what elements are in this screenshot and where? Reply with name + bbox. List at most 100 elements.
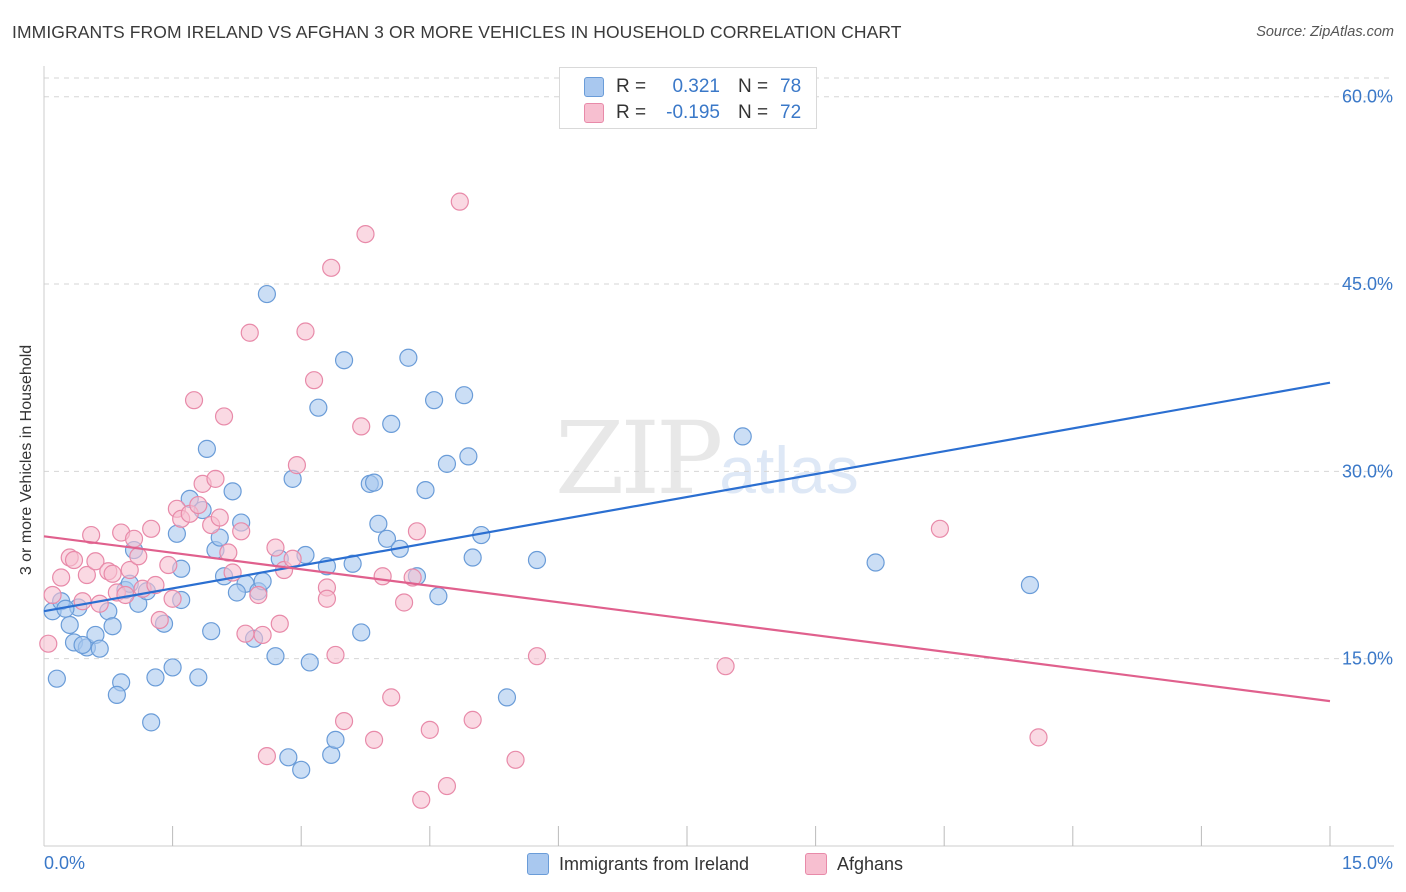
afghan-point (716, 657, 735, 676)
afghan-point (287, 456, 307, 475)
y-tick-label: 45.0% (1342, 274, 1393, 294)
ireland-point (429, 587, 448, 606)
afghan-point (43, 585, 62, 605)
r-label: R = (616, 102, 647, 123)
afghan-point (437, 776, 457, 796)
chart-title: IMMIGRANTS FROM IRELAND VS AFGHAN 3 OR M… (12, 22, 902, 42)
afghan-point (103, 564, 122, 583)
afghan-point (82, 525, 101, 545)
ireland-point (210, 528, 229, 547)
ireland-point (352, 623, 371, 642)
y-tick-label: 60.0% (1342, 87, 1393, 107)
ireland-point (326, 730, 345, 749)
legend-label-afghans: Afghans (837, 853, 904, 874)
afghan-point (90, 594, 109, 613)
afghan-point (184, 391, 204, 410)
afghan-point (420, 720, 439, 739)
legend-row-afghans: R = -0.195 N = 72 (584, 101, 801, 125)
ireland-point (1020, 575, 1040, 595)
ireland-point (146, 668, 165, 687)
ireland-point (167, 524, 186, 543)
afghan-point (240, 323, 259, 342)
ireland-point (279, 748, 298, 767)
afghan-point (150, 610, 169, 630)
afghan-point (352, 417, 371, 436)
afghan-point (189, 495, 208, 515)
ireland-point (866, 553, 885, 572)
afghan-point (86, 552, 105, 571)
trend-lines (43, 381, 1331, 703)
ireland-point (497, 688, 517, 707)
afghan-point (403, 568, 422, 587)
ireland-swatch (584, 77, 604, 97)
afghan-point (270, 614, 289, 633)
ireland-point (382, 414, 401, 434)
afghan-point (334, 712, 354, 731)
afghan-point (382, 688, 401, 707)
afghan-point (506, 750, 525, 769)
afghan-point (407, 522, 427, 541)
ireland-point (424, 391, 444, 410)
x-tick-label: 0.0% (44, 853, 85, 873)
afghan-point (120, 560, 139, 580)
ireland-point (90, 639, 109, 658)
ireland-point (47, 669, 66, 688)
ireland-point (202, 622, 221, 641)
legend-row-ireland: R = 0.321 N = 78 (584, 75, 801, 99)
afghan-point (210, 508, 229, 527)
y-tick-label: 30.0% (1342, 461, 1393, 481)
afghan-point (64, 550, 84, 570)
afghan-point (304, 371, 324, 390)
afghan-swatch (584, 103, 604, 123)
ireland-point (197, 439, 216, 458)
afghan-point (214, 407, 234, 426)
ireland-point (377, 529, 397, 548)
n-value: 78 (780, 76, 802, 97)
afghan-point (163, 589, 182, 608)
ireland-legend-swatch (527, 853, 549, 875)
ireland-point (300, 653, 319, 672)
ireland-point (107, 685, 126, 704)
ireland-point (364, 473, 384, 492)
afghan-point (373, 567, 392, 586)
afghan-point (73, 592, 92, 611)
afghan-point (326, 645, 345, 665)
afghan-point (124, 529, 144, 548)
ireland-point (227, 583, 246, 602)
ireland-point (459, 447, 478, 466)
source-label: Source: ZipAtlas.com (1256, 24, 1394, 40)
ireland-point (60, 615, 79, 635)
ireland-point (292, 760, 311, 779)
afghan-point (52, 568, 71, 587)
n-value: 72 (780, 102, 802, 123)
x-tick-label: 15.0% (1342, 853, 1393, 873)
afghan-point (232, 522, 251, 541)
afghan-point (1029, 728, 1048, 747)
tick-labels: 15.0% 30.0% 45.0% 60.0% 0.0% 15.0% (44, 87, 1393, 873)
afghan-point (236, 624, 255, 643)
afghan-point (283, 549, 302, 568)
ireland-point (142, 713, 161, 732)
afghan-point (296, 322, 315, 341)
trend-line-ireland (43, 381, 1331, 613)
afghan-point (266, 538, 285, 557)
trend-line-afghans (43, 535, 1331, 703)
ireland-point (369, 514, 388, 533)
ireland-point (463, 548, 482, 567)
series-immigrants-from-ireland (43, 284, 1040, 779)
r-value: 0.321 (672, 76, 720, 97)
afghan-point (253, 625, 272, 645)
afghan-point (412, 790, 431, 809)
legend-item-ireland: Immigrants from Ireland (527, 852, 749, 876)
ireland-point (437, 454, 457, 473)
y-axis-title: 3 or more Vehicles in Household (18, 344, 35, 576)
afghan-point (450, 192, 469, 211)
ireland-point (334, 351, 354, 370)
afghan-point (317, 589, 337, 608)
afghan-point (39, 634, 58, 653)
correlation-legend: R = 0.321 N = 78 R = -0.195 N = 72 (559, 67, 817, 129)
afghan-point (527, 647, 547, 666)
ireland-point (527, 550, 547, 570)
afghan-point (463, 710, 482, 729)
